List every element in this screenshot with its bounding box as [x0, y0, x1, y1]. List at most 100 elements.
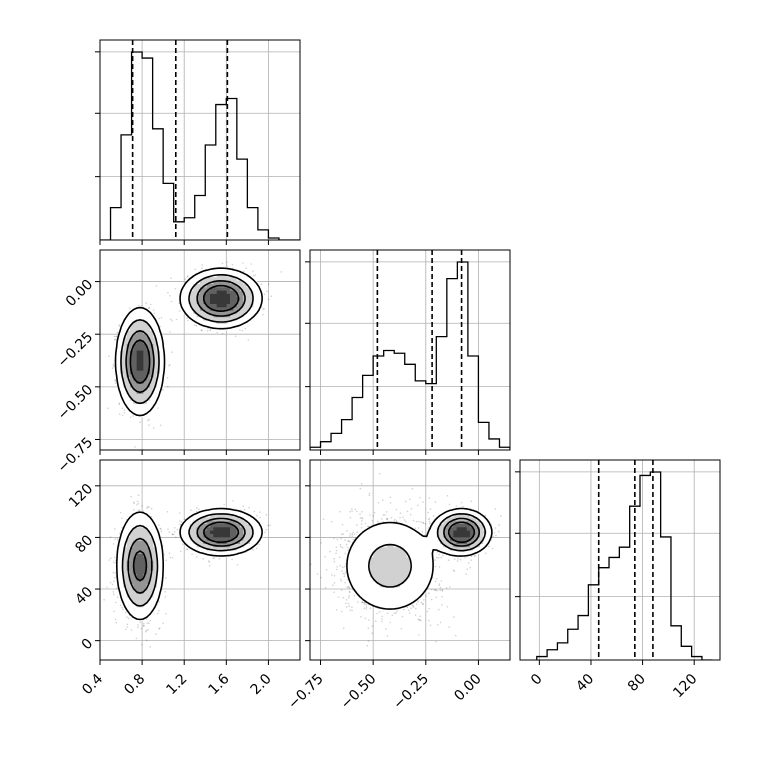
density-cell: [220, 270, 224, 274]
density-cell: [216, 316, 221, 321]
density-cell: [233, 270, 238, 274]
sample-point: [241, 329, 244, 332]
sample-point: [280, 271, 282, 273]
density-cell: [256, 300, 261, 304]
sample-point: [216, 331, 218, 334]
density-cell: [126, 320, 131, 324]
density-cell: [116, 340, 121, 344]
density-cell: [130, 336, 134, 341]
density-cell: [156, 390, 161, 394]
density-cell: [256, 293, 261, 298]
density-cell: [130, 330, 134, 334]
sample-point: [221, 332, 224, 335]
sample-point: [166, 376, 169, 379]
density-cell: [240, 290, 244, 294]
density-cell: [130, 376, 134, 381]
density-cell: [180, 293, 184, 298]
density-cell: [223, 300, 228, 304]
density-cell: [150, 340, 154, 344]
density-cell: [233, 296, 238, 301]
sample-point: [160, 316, 163, 319]
density-cell: [133, 343, 138, 348]
density-cell: [210, 270, 214, 274]
density-cell: [253, 303, 258, 308]
sample-point: [126, 623, 129, 626]
density-cell: [133, 390, 138, 394]
density-cell: [143, 323, 148, 328]
sample-point: [114, 618, 117, 621]
sample-point: [252, 270, 254, 272]
sample-point: [128, 617, 130, 620]
density-cell: [253, 306, 258, 311]
sample-point: [149, 619, 152, 622]
sample-point: [126, 626, 128, 628]
density-cell: [153, 393, 158, 398]
density-cell: [153, 386, 158, 391]
density-cell: [156, 340, 161, 344]
sample-point: [171, 351, 173, 353]
density-cell: [220, 316, 224, 321]
density-cell: [140, 376, 144, 381]
density-cell: [116, 373, 121, 378]
density-cell: [223, 280, 228, 284]
density-cell: [143, 340, 148, 344]
density-cell: [213, 286, 218, 291]
density-cell: [143, 310, 148, 314]
sample-point: [106, 586, 108, 589]
density-cell: [123, 356, 128, 361]
sample-point: [263, 293, 266, 296]
density-cell: [216, 270, 221, 274]
density-cell: [213, 270, 218, 274]
sample-point: [137, 502, 140, 505]
density-cell: [230, 273, 234, 278]
density-cell: [133, 410, 138, 414]
x-tick-label: 1.2: [163, 671, 190, 698]
density-cell: [130, 366, 134, 371]
density-cell: [123, 320, 128, 324]
sample-point: [121, 407, 124, 410]
density-cell: [206, 316, 211, 321]
density-cell: [133, 393, 138, 398]
density-cell: [130, 406, 134, 411]
density-cell: [203, 303, 208, 308]
density-cell: [160, 356, 164, 361]
density-cell: [130, 363, 134, 368]
density-cell: [253, 293, 258, 298]
density-cell: [240, 310, 244, 314]
density-cell: [123, 376, 128, 381]
sample-point: [200, 329, 203, 332]
density-cell: [196, 293, 201, 298]
density-cell: [186, 303, 191, 308]
density-cell: [126, 396, 131, 401]
sample-point: [145, 618, 148, 620]
panel-frame: [99, 39, 301, 241]
sample-point: [262, 308, 264, 310]
density-cell: [230, 293, 234, 298]
sample-point: [121, 517, 123, 520]
density-cell: [243, 276, 248, 281]
density-cell: [203, 270, 208, 274]
density-cell: [210, 320, 214, 324]
sample-point: [126, 616, 128, 618]
sample-point: [175, 318, 178, 321]
density-cell: [190, 303, 194, 308]
density-cell: [116, 370, 121, 374]
y-tick-label: −0.25: [55, 329, 97, 371]
panel-hist-0: [95, 39, 301, 245]
density-cell: [123, 346, 128, 351]
density-cell: [226, 300, 231, 304]
sample-point: [193, 324, 196, 326]
density-cell: [153, 343, 158, 348]
density-cell: [146, 326, 151, 331]
x-tick-label: 0.8: [121, 671, 148, 698]
density-cell: [140, 393, 144, 398]
y-tick-label: 40: [72, 584, 96, 608]
density-cell: [240, 283, 244, 288]
sample-point: [171, 320, 173, 322]
density-cell: [116, 336, 121, 341]
sample-point: [112, 363, 115, 366]
density-cell: [253, 290, 258, 294]
density-cell: [133, 406, 138, 411]
density-cell: [206, 323, 211, 328]
